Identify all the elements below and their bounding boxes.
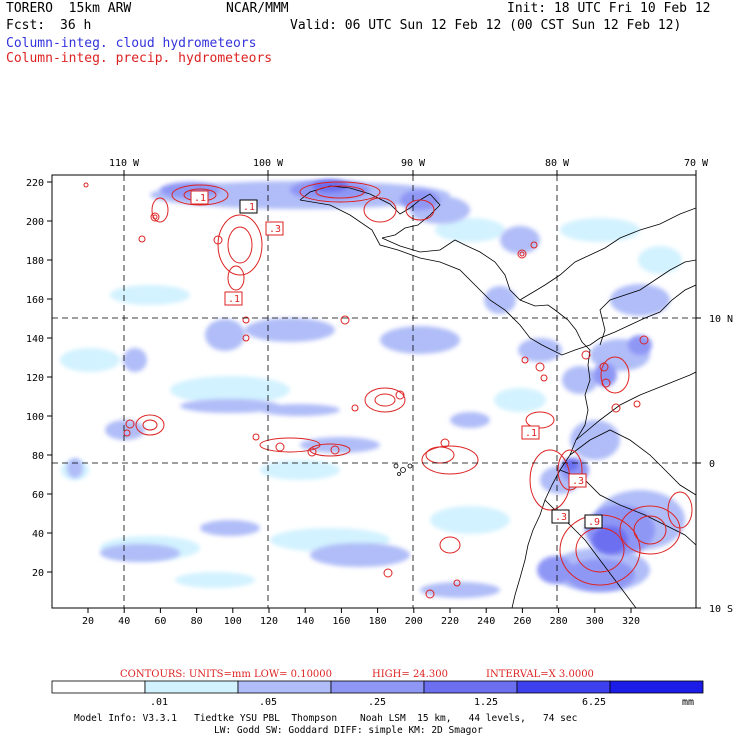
- svg-text:.3: .3: [555, 512, 567, 523]
- contour-label-boxes: .1 .1 .3 .1 .1 .3 .3 .9: [190, 190, 603, 529]
- grid-y-label: 20: [32, 568, 44, 579]
- grid-x-label: 140: [296, 616, 314, 627]
- colorbar-tick-label: .25: [368, 697, 386, 708]
- contour-label: .3: [568, 473, 587, 488]
- colorbar-units: mm: [682, 697, 694, 708]
- grid-x-label: 80: [191, 616, 203, 627]
- lon-label: 100 W: [253, 158, 284, 169]
- lon-label: 90 W: [401, 158, 426, 169]
- forecast-hour: 36 h: [60, 18, 92, 33]
- plot-frame: [47, 170, 701, 613]
- model-title: TORERO 15km ARW: [6, 1, 132, 16]
- contour-label: .1: [190, 190, 209, 205]
- grid-x-label: 280: [550, 616, 568, 627]
- contour-label: .9: [584, 514, 603, 529]
- lat-label: 10 N: [709, 314, 733, 325]
- cloud-shading-layer: [60, 180, 685, 598]
- colorbar-swatch: [330, 680, 425, 694]
- svg-text:.3: .3: [269, 224, 281, 235]
- model-info-line1: Model Info: V3.3.1 Tiedtke YSU PBL Thomp…: [74, 713, 578, 724]
- contour-label: .3: [551, 509, 570, 524]
- legend-cloud-hydrometeors: Column-integ. cloud hydrometeors: [6, 36, 257, 51]
- grid-y-label: 140: [26, 334, 44, 345]
- grid-y-label: 160: [26, 295, 44, 306]
- grid-y-label: 180: [26, 256, 44, 267]
- grid-x-label: 260: [513, 616, 531, 627]
- colorbar-swatch: [144, 680, 239, 694]
- grid-x-label: 100: [224, 616, 242, 627]
- colorbar-labels: .01 .05 .25 1.25 6.25 mm: [150, 697, 694, 708]
- contour-label: .1: [521, 425, 540, 440]
- grid-x-label: 180: [369, 616, 387, 627]
- grid-x-label: 200: [405, 616, 423, 627]
- grid-x-label: 300: [586, 616, 604, 627]
- colorbar-swatch: [237, 680, 332, 694]
- svg-text:.1: .1: [243, 202, 255, 213]
- svg-text:.1: .1: [228, 294, 240, 305]
- colorbar-tick-label: .05: [259, 697, 277, 708]
- grid-y-label: 120: [26, 373, 44, 384]
- axis-labels: 110 W 100 W 90 W 80 W 70 W 10 N 0 10 S 2…: [26, 158, 733, 627]
- colorbar: [51, 680, 704, 694]
- grid-x-label: 40: [118, 616, 130, 627]
- organization-label: NCAR/MMM: [226, 1, 289, 16]
- colorbar-tick-label: 6.25: [582, 697, 606, 708]
- model-info-line2: LW: Godd SW: Goddard DIFF: simple KM: 2D…: [214, 725, 483, 736]
- lat-label: 0: [709, 459, 715, 470]
- latlon-grid: [52, 175, 696, 608]
- svg-text:.3: .3: [572, 476, 584, 487]
- contour-label: .1: [239, 199, 258, 214]
- svg-text:.1: .1: [194, 193, 206, 204]
- forecast-label: Fcst:: [6, 18, 46, 33]
- contour-high: HIGH= 24.300: [372, 669, 448, 680]
- colorbar-tick-label: .01: [150, 697, 168, 708]
- grid-y-label: 220: [26, 178, 44, 189]
- grid-y-label: 200: [26, 217, 44, 228]
- svg-text:.1: .1: [525, 428, 537, 439]
- lon-label: 80 W: [545, 158, 570, 169]
- lat-label: 10 S: [709, 604, 733, 615]
- grid-y-label: 60: [32, 490, 44, 501]
- contour-units: CONTOURS: UNITS=mm LOW= 0.10000: [120, 669, 332, 680]
- grid-x-label: 220: [441, 616, 459, 627]
- valid-time: Valid: 06 UTC Sun 12 Feb 12 (00 CST Sun …: [290, 18, 682, 33]
- lon-label: 110 W: [109, 158, 140, 169]
- grid-x-label: 120: [260, 616, 278, 627]
- colorbar-swatch: [516, 680, 611, 694]
- coastlines: [299, 185, 696, 608]
- grid-x-label: 240: [477, 616, 495, 627]
- lon-label: 70 W: [684, 158, 709, 169]
- grid-y-label: 80: [32, 451, 44, 462]
- legend-precip-hydrometeors: Column-integ. precip. hydrometeors: [6, 51, 273, 66]
- colorbar-swatch: [609, 680, 704, 694]
- colorbar-tick-label: 1.25: [474, 697, 498, 708]
- contour-label: .1: [224, 291, 243, 306]
- grid-x-label: 160: [332, 616, 350, 627]
- contour-label: .3: [265, 221, 284, 236]
- grid-y-label: 40: [32, 529, 44, 540]
- grid-y-label: 100: [26, 412, 44, 423]
- colorbar-swatch: [423, 680, 518, 694]
- grid-x-label: 60: [154, 616, 166, 627]
- contour-interval: INTERVAL=X 3.0000: [486, 669, 594, 680]
- contour-info: CONTOURS: UNITS=mm LOW= 0.10000 HIGH= 24…: [120, 669, 594, 680]
- init-time: Init: 18 UTC Fri 10 Feb 12: [507, 1, 711, 16]
- grid-x-label: 20: [82, 616, 94, 627]
- svg-text:.9: .9: [588, 517, 600, 528]
- grid-x-label: 320: [622, 616, 640, 627]
- colorbar-swatch: [51, 680, 146, 694]
